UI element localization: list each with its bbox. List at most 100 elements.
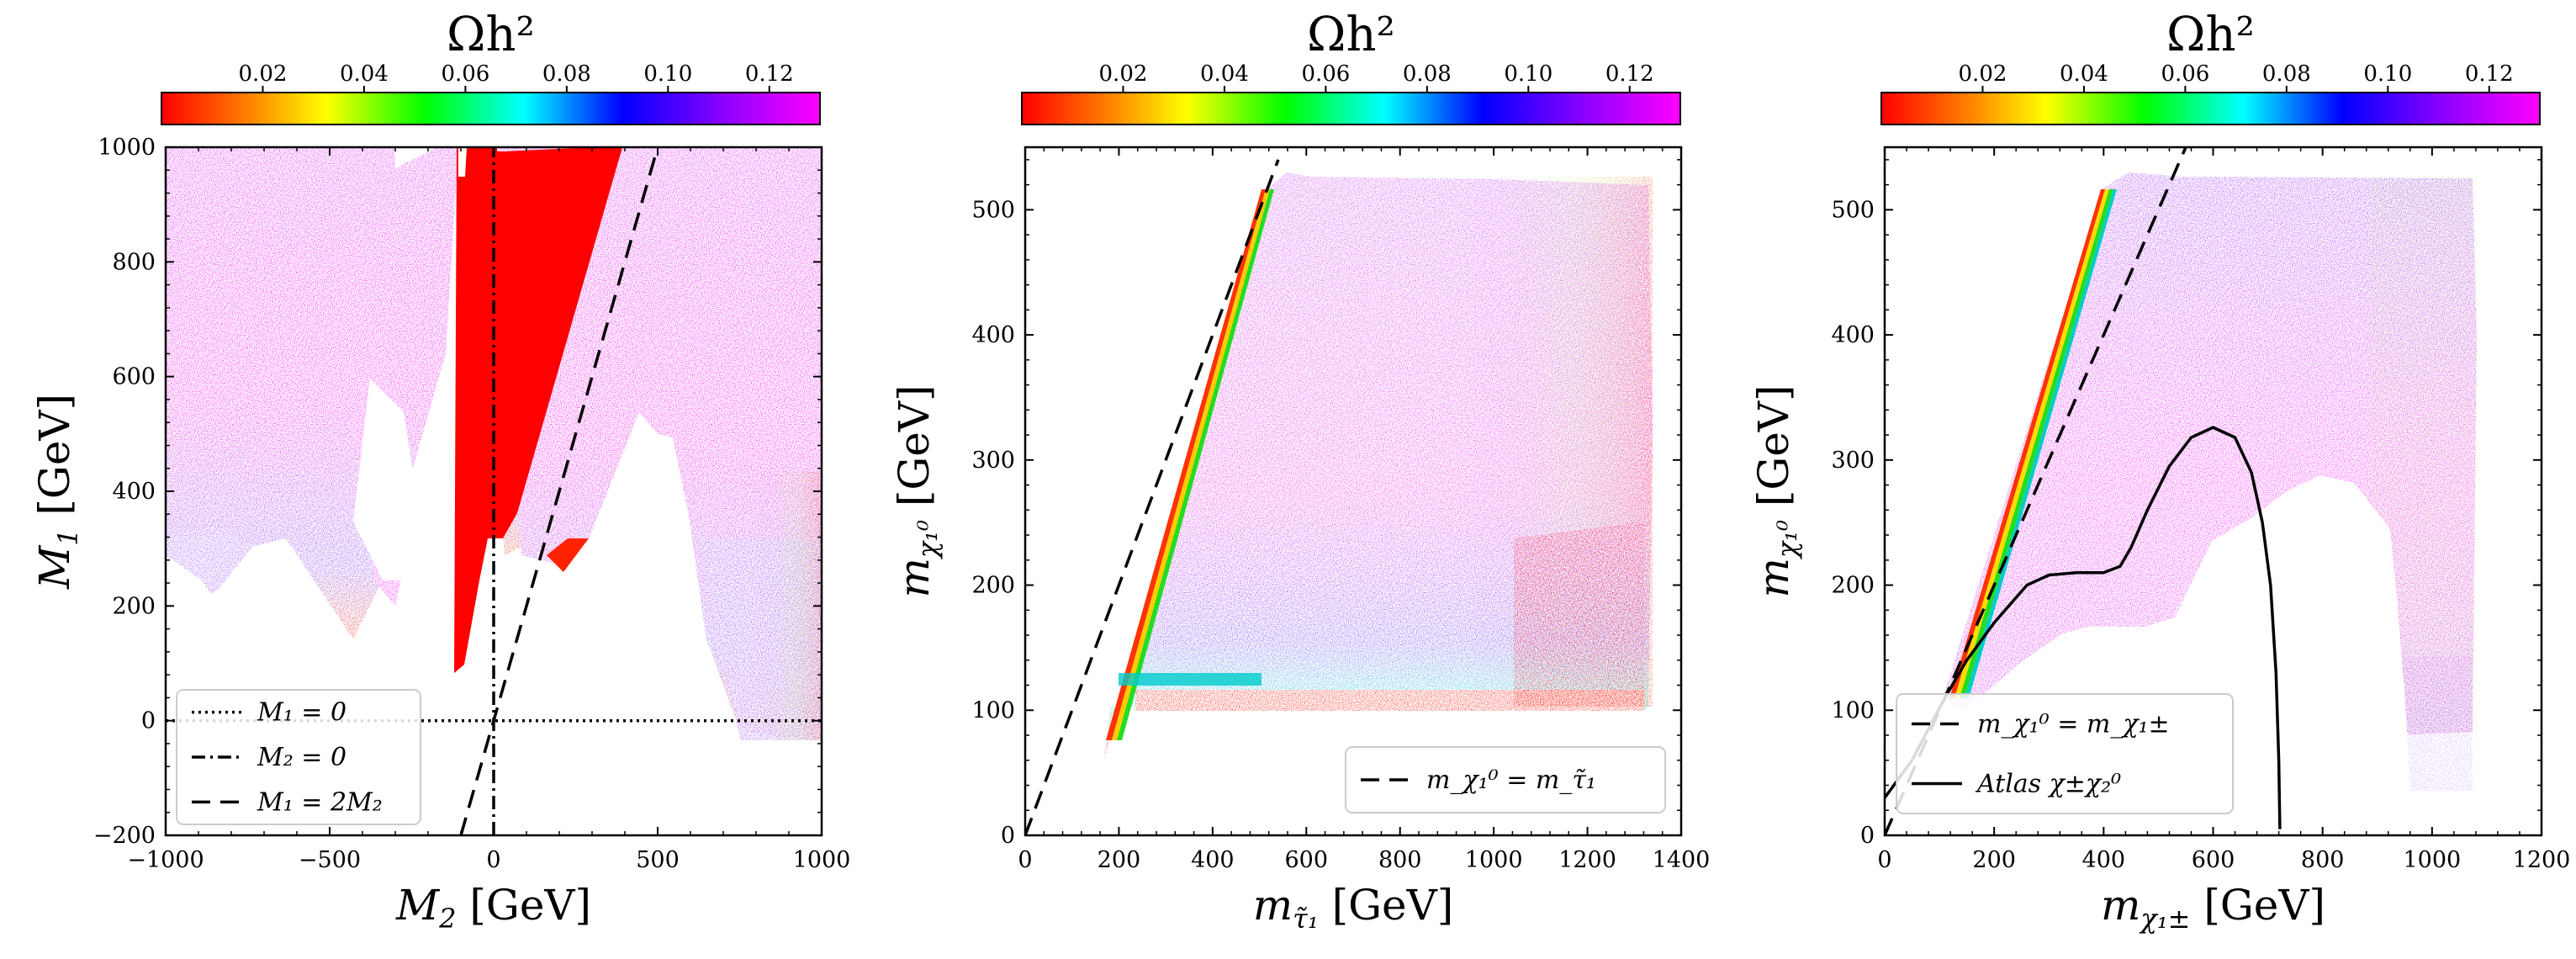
y-tick-label: 400 — [112, 479, 156, 505]
x-axis-title: mχ₁± [GeV] — [2101, 881, 2325, 935]
line-solid — [1885, 426, 2282, 829]
legend-label: M₁ = 0 — [257, 698, 346, 728]
y-tick-label: 0 — [141, 708, 156, 734]
colorbar-title: Ωh² — [1307, 8, 1395, 62]
panel-2 — [1025, 159, 1653, 835]
y-tick-label: 400 — [1831, 322, 1875, 348]
x-tick-label: 400 — [1191, 847, 1235, 873]
colorbar-tick-label: 0.08 — [542, 61, 591, 87]
legend-box — [1896, 693, 2234, 814]
x-axis-title-unit: [GeV] — [457, 881, 592, 930]
panel-1 — [166, 147, 822, 835]
y-tick-label: 200 — [971, 573, 1015, 599]
colorbar-tick-label: 0.02 — [1099, 61, 1148, 87]
x-axis-title-unit: [GeV] — [1319, 881, 1454, 930]
y-axis-title-sub: χ₁⁰ — [1771, 520, 1803, 559]
legend-box — [1345, 746, 1666, 813]
legend-panel-3: m_χ₁⁰ = m_χ₁± Atlas χ±χ₂⁰ — [1896, 693, 2234, 814]
y-tick-label: 0 — [1001, 823, 1015, 849]
x-tick-label: 0 — [486, 847, 500, 873]
x-tick-label: 200 — [1972, 847, 2016, 873]
reference-lines — [1025, 159, 1280, 835]
y-tick-label: 100 — [1831, 697, 1875, 723]
y-axis-title-unit: [GeV] — [890, 384, 939, 520]
y-axis-title-unit: [GeV] — [1749, 384, 1798, 520]
x-axis-title-main: M — [395, 881, 441, 930]
colorbar-tick-label: 0.04 — [2060, 61, 2108, 87]
colorbar-tick-label: 0.06 — [441, 61, 489, 87]
colorbar-tick-label: 0.08 — [1403, 61, 1452, 87]
x-axis-title: M2 [GeV] — [395, 881, 591, 935]
legend-label: M₁ = 2M₂ — [257, 787, 383, 817]
y-axis-title-unit: [GeV] — [30, 394, 79, 529]
y-tick-label: 0 — [1860, 823, 1875, 849]
legend-box — [176, 689, 421, 825]
x-tick-label: 500 — [636, 847, 680, 873]
colorbar-3: 0.02 0.04 0.06 0.08 0.10 0.12 Ωh² — [1880, 8, 2541, 125]
colorbar-gradient — [1021, 92, 1681, 125]
panel-2-overlay — [1025, 159, 1280, 835]
y-tick-label: −200 — [93, 823, 156, 849]
y-axis-title-main: M — [30, 544, 79, 590]
colorbar-tick-label: 0.06 — [1301, 61, 1350, 87]
y-tick-label: 200 — [112, 593, 156, 619]
legend-panel-1: M₁ = 0 M₂ = 0 M₁ = 2M₂ — [176, 689, 421, 825]
y-axis-title: mχ₁⁰ [GeV] — [1749, 384, 1803, 597]
colorbar-tick-label: 0.10 — [2363, 61, 2412, 87]
x-tick-label: −500 — [299, 847, 361, 873]
colorbar-tick-label: 0.12 — [745, 61, 794, 87]
panel-1-scatter-cloud — [166, 147, 822, 740]
colorbar-tick-label: 0.04 — [340, 61, 389, 87]
colorbar-1: 0.02 0.04 0.06 0.08 0.10 0.12 Ωh² — [161, 8, 821, 125]
panel-2-scatter-cloud — [1104, 172, 1653, 760]
colorbar-tick-label: 0.08 — [2262, 61, 2311, 87]
colorbar-tick-label: 0.10 — [1504, 61, 1552, 87]
x-axis-title-main: m — [2101, 881, 2140, 930]
colorbar-tick-label: 0.06 — [2161, 61, 2209, 87]
legend-label: m_χ₁⁰ = m_τ̃₁ — [1426, 766, 1596, 795]
x-tick-label: 400 — [2082, 847, 2126, 873]
y-axis-title-main: m — [1749, 558, 1798, 597]
y-tick-label: 300 — [971, 448, 1015, 474]
x-axis-title-unit: [GeV] — [2190, 881, 2325, 930]
colorbar-title: Ωh² — [2166, 8, 2255, 62]
legend-panel-2: m_χ₁⁰ = m_τ̃₁ — [1345, 746, 1666, 813]
panel-2-axes: 0 200 400 600 800 1000 1200 1400 0 100 200 300 400 50… — [890, 146, 1711, 935]
y-axis-title: M1 [GeV] — [30, 394, 84, 590]
colorbar-tick-label: 0.02 — [239, 61, 288, 87]
panel-1-red-region — [454, 147, 622, 673]
y-axis-title-sub: 1 — [52, 528, 84, 545]
axes: −1000 −500 0 500 1000−20002004006008001000M2… — [30, 135, 2570, 935]
y-tick-label: 500 — [1831, 197, 1875, 223]
x-tick-label: 600 — [2192, 847, 2235, 873]
legend-label: Atlas χ±χ₂⁰ — [1975, 770, 2121, 799]
y-axis-title-main: m — [890, 558, 939, 597]
x-axis-title-sub: χ₁± — [2139, 903, 2190, 935]
colorbar-2: 0.02 0.04 0.06 0.08 0.10 0.12 Ωh² — [1021, 8, 1681, 125]
y-axis-title-sub: χ₁⁰ — [912, 520, 944, 559]
x-tick-label: 0 — [1018, 847, 1032, 873]
x-tick-label: 800 — [1378, 847, 1422, 873]
colorbar-gradient — [1880, 92, 2541, 125]
legend-label: M₂ = 0 — [257, 743, 346, 772]
x-tick-label: 1000 — [1465, 847, 1523, 873]
line-dashed — [1025, 159, 1280, 835]
y-tick-label: 300 — [1831, 448, 1875, 474]
x-tick-label: 1200 — [1558, 847, 1616, 873]
y-tick-label: 500 — [971, 197, 1015, 223]
colorbar-tick-label: 0.02 — [1959, 61, 2007, 87]
colorbar-tick-label: 0.12 — [2465, 61, 2514, 87]
x-tick-label: 800 — [2301, 847, 2345, 873]
x-tick-label: 1400 — [1653, 847, 1711, 873]
x-tick-label: 200 — [1098, 847, 1141, 873]
y-axis-title: mχ₁⁰ [GeV] — [890, 384, 944, 597]
colorbar-gradient — [161, 92, 821, 125]
y-tick-label: 200 — [1831, 573, 1875, 599]
colorbar-tick-label: 0.12 — [1605, 61, 1654, 87]
x-axis-title-sub: 2 — [438, 903, 456, 935]
legend-label: m_χ₁⁰ = m_χ₁± — [1977, 710, 2170, 739]
x-tick-label: 1200 — [2513, 847, 2571, 873]
plot-frame — [1024, 146, 1683, 837]
